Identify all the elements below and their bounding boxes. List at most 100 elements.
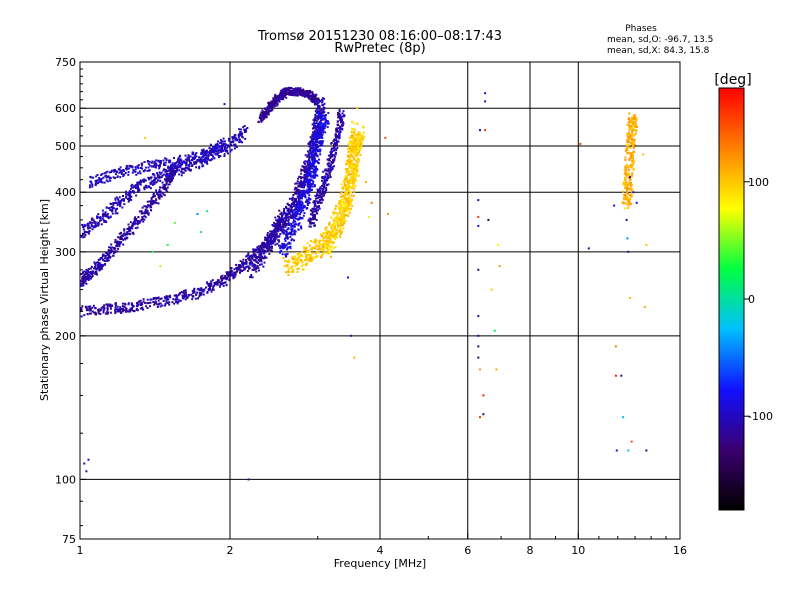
echo-point [336,120,339,123]
echo-point [90,176,93,179]
echo-point [285,231,288,233]
echo-point [345,170,348,173]
echo-point [285,89,288,92]
echo-point [315,252,317,255]
echo-point [91,217,94,220]
echo-point [129,228,132,231]
echo-point [100,180,102,183]
echo-point [115,308,118,310]
echo-point [347,169,350,172]
echo-point [332,231,335,234]
echo-point [98,267,101,270]
echo-point [627,202,629,204]
echo-point [333,224,336,227]
echo-point [221,279,224,281]
echo-point [246,127,249,129]
echo-point [626,165,629,168]
echo-point [198,156,200,159]
echo-point [286,252,289,255]
echo-point [140,164,143,167]
echo-point [146,169,149,172]
echo-point [314,165,317,168]
echo-point [271,101,274,104]
echo-point [329,168,332,171]
echo-point [181,294,184,297]
echo-point [298,181,301,184]
echo-point [270,242,273,245]
echo-point [138,170,141,173]
echo-point [141,216,144,219]
echo-point [227,137,230,140]
echo-point [320,121,323,124]
echo-point [94,264,97,267]
echo-point [329,151,332,154]
echo-point [213,284,215,287]
echo-point [624,149,627,152]
echo-point [353,158,356,161]
echo-point [357,174,360,177]
echo-point [317,124,320,127]
echo-point [161,181,164,184]
echo-point [126,231,129,234]
echo-point [223,103,226,106]
echo-point [236,270,239,273]
echo-point [312,168,315,171]
echo-point [627,136,630,139]
echo-point [129,190,131,193]
echo-point [107,303,110,306]
echo-point [300,254,303,256]
echo-point [292,194,295,196]
echo-point [187,167,190,170]
echo-point [283,95,286,98]
echo-point [626,188,629,191]
echo-point [315,212,318,215]
echo-point [98,180,101,183]
echo-point [325,119,327,122]
echo-point [313,117,316,120]
echo-point [137,172,140,175]
echo-point [271,106,274,109]
echo-point [629,184,632,187]
echo-point [131,165,134,168]
echo-point [296,89,299,92]
echo-point [320,101,323,104]
echo-point [122,238,125,241]
echo-point [103,257,106,260]
echo-point [207,153,210,156]
echo-point [286,232,289,235]
echo-point [354,185,357,187]
echo-point [102,264,105,267]
echo-point [350,194,353,197]
echo-point [191,298,194,301]
echo-point [311,96,314,99]
echo-point [121,169,124,172]
echo-point [281,242,284,245]
echo-point [153,303,156,306]
echo-point [159,161,162,164]
echo-point [141,306,144,309]
echo-point [309,149,311,151]
echo-point [342,227,345,230]
echo-point [151,165,154,168]
echo-point [329,238,332,241]
echo-point [329,255,332,258]
echo-point [352,194,355,197]
echo-point [344,220,347,222]
echo-point [351,172,354,175]
echo-point [355,151,358,154]
echo-point [193,157,196,159]
echo-point [298,93,301,96]
echo-point [297,228,300,231]
echo-point [131,307,133,310]
echo-point [322,232,325,235]
echo-point [299,216,302,219]
echo-point [163,296,166,299]
echo-point [133,223,136,226]
echo-point [290,225,293,228]
echo-point [129,226,132,229]
echo-point [307,179,310,182]
echo-point [625,192,628,195]
echo-point [482,394,485,397]
echo-point [81,236,84,239]
echo-point [168,173,171,176]
